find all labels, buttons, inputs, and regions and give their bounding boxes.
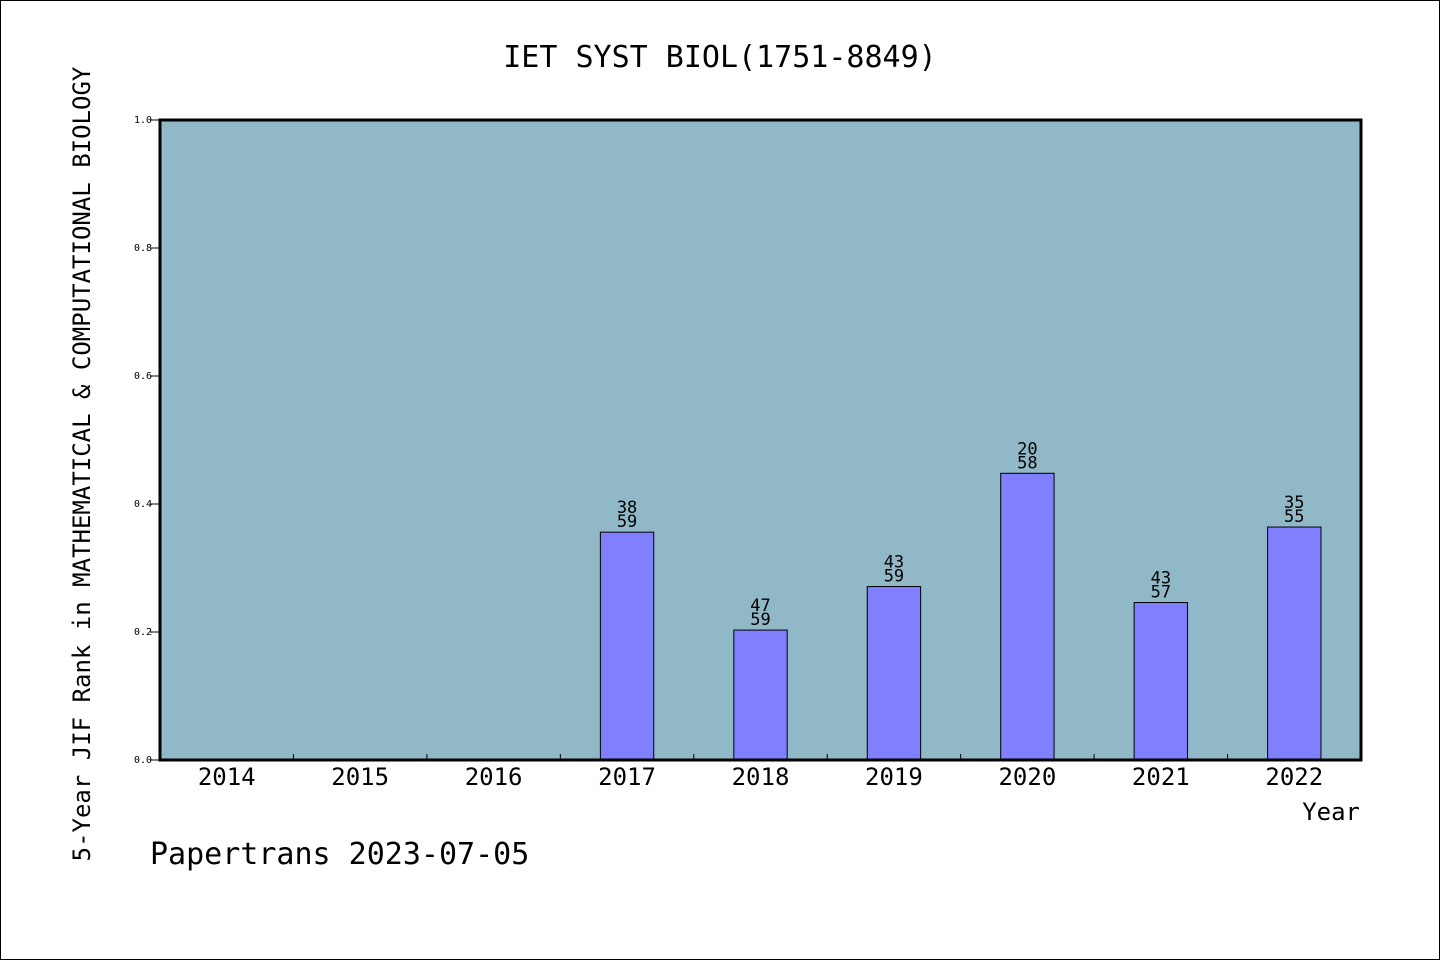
bar-label-total: 59 [750, 610, 770, 630]
plot-border [158, 118, 1363, 762]
x-tick-label: 2021 [1132, 763, 1190, 791]
bar-label-total: 59 [617, 512, 637, 532]
bar-2022 [1267, 526, 1322, 761]
y-tick-label: 0.8 [134, 243, 152, 254]
x-axis: 2014 2015 2016 2017 2018 2019 2020 2021 2022 [198, 754, 1323, 791]
y-tick-label: 0.2 [134, 627, 152, 638]
x-tick-label: 2022 [1265, 763, 1323, 791]
x-tick-label: 2015 [331, 763, 389, 791]
bar-label-rank: 43 [884, 553, 904, 573]
bar-label-rank: 43 [1151, 569, 1171, 589]
x-tick-label: 2019 [865, 763, 923, 791]
bar-label-rank: 20 [1017, 439, 1037, 459]
bar-2019 [866, 586, 922, 761]
bar-label-total: 55 [1284, 507, 1304, 527]
bar-label-total: 57 [1151, 583, 1171, 603]
x-tick-label: 2020 [998, 763, 1056, 791]
bar-2021 [1133, 602, 1189, 761]
y-tick-label: 0.4 [134, 499, 152, 510]
bar-label-total: 59 [884, 567, 904, 587]
bar-2017 [599, 531, 655, 761]
y-axis: 0.0 0.2 0.4 0.6 0.8 1.0 [134, 115, 160, 766]
x-tick-label: 2018 [732, 763, 790, 791]
y-tick-label: 0.6 [134, 371, 152, 382]
x-tick-label: 2017 [598, 763, 656, 791]
bar-2020 [1000, 472, 1055, 761]
bar-2018 [733, 629, 788, 761]
x-axis-label: Year [1302, 798, 1360, 826]
bar-label-rank: 35 [1284, 493, 1304, 513]
credit-text: Papertrans 2023-07-05 [150, 837, 529, 872]
y-tick-label: 0.0 [134, 755, 152, 766]
bar-label-rank: 47 [750, 596, 770, 616]
x-tick-label: 2016 [465, 763, 523, 791]
x-tick-label: 2014 [198, 763, 256, 791]
y-tick-label: 1.0 [134, 115, 152, 126]
bar-label-total: 58 [1017, 453, 1037, 473]
bar-label-rank: 38 [617, 498, 637, 518]
y-axis-label: 5-Year JIF Rank in MATHEMATICAL & COMPUT… [68, 66, 96, 861]
chart-title: IET SYST BIOL(1751-8849) [503, 40, 936, 75]
